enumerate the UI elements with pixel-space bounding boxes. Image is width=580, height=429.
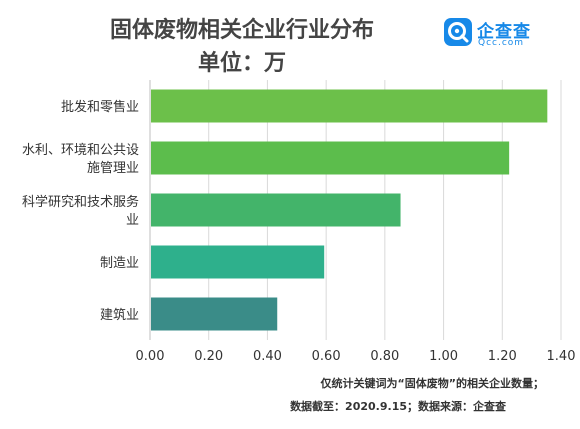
x-tick-label: 0.20	[194, 349, 223, 364]
footnote-source: 数据截至：2020.9.15；数据来源：企查查	[290, 400, 506, 413]
bar	[151, 297, 278, 331]
qcc-logo: 企查查 Qcc.com	[444, 18, 554, 52]
x-tick-label: 0.80	[370, 349, 399, 364]
category-label: 制造业	[100, 256, 139, 271]
bar	[151, 193, 401, 227]
category-label: 水利、环境和公共设	[22, 143, 139, 158]
qcc-logo-icon	[444, 18, 472, 46]
logo-name-cn: 企查查	[477, 22, 531, 42]
chart-title: 固体废物相关企业行业分布	[109, 18, 374, 43]
x-tick-label: 0.00	[136, 349, 165, 364]
x-tick-label: 1.40	[547, 349, 576, 364]
category-label: 批发和零售业	[61, 99, 139, 115]
category-label: 建筑业	[100, 307, 139, 323]
category-label: 施管理业	[87, 161, 139, 176]
chart-unit-subtitle: 单位：万	[197, 51, 286, 76]
category-label: 科学研究和技术服务	[22, 194, 139, 210]
category-label: 业	[126, 213, 139, 228]
logo-name-en: Qcc.com	[478, 38, 525, 48]
bar	[151, 141, 510, 175]
x-tick-label: 0.40	[253, 349, 282, 364]
x-tick-label: 1.20	[488, 349, 517, 364]
x-tick-label: 0.60	[312, 349, 341, 364]
x-tick-label: 1.00	[429, 349, 458, 364]
footnote-scope: 仅统计关键词为“固体废物”的相关企业数量；	[320, 377, 544, 390]
bar	[151, 245, 325, 279]
bar	[151, 89, 548, 123]
